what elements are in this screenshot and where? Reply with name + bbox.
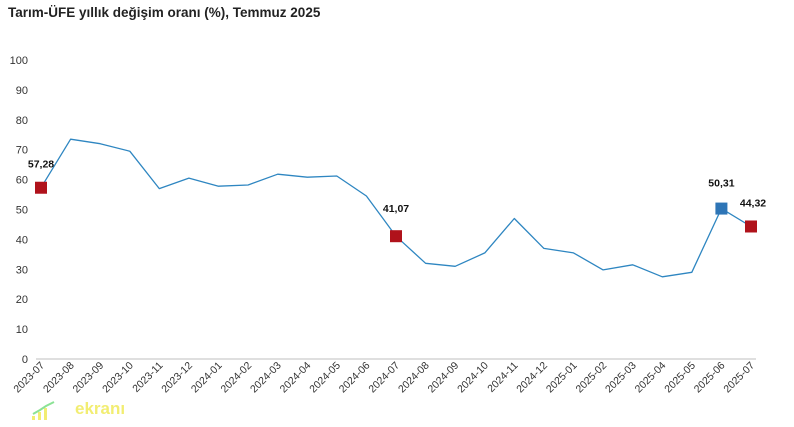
x-tick-label: 2025-02 xyxy=(573,360,609,396)
y-tick-label: 20 xyxy=(16,294,28,306)
y-tick-label: 100 xyxy=(10,55,28,67)
x-tick-label: 2024-03 xyxy=(248,360,284,396)
x-tick-label: 2024-05 xyxy=(307,360,343,396)
x-tick-label: 2024-08 xyxy=(396,360,432,396)
x-tick-label: 2024-02 xyxy=(218,360,254,396)
y-tick-label: 80 xyxy=(16,115,28,127)
y-tick-label: 30 xyxy=(16,264,28,276)
x-tick-label: 2023-12 xyxy=(159,360,195,396)
data-point-marker xyxy=(715,202,728,215)
x-tick-label: 2023-09 xyxy=(71,360,107,396)
data-label: 57,28 xyxy=(28,159,54,171)
x-tick-label: 2025-06 xyxy=(692,360,728,396)
x-axis-ticks: 2023-072023-082023-092023-102023-112023-… xyxy=(11,360,757,396)
x-tick-label: 2023-11 xyxy=(130,360,165,395)
x-tick-label: 2024-07 xyxy=(366,360,402,396)
data-point-marker xyxy=(35,181,47,194)
y-tick-label: 0 xyxy=(22,354,28,366)
data-point-marker xyxy=(390,230,402,243)
y-axis-ticks: 0 10 20 30 40 50 60 70 80 90 100 xyxy=(10,55,28,366)
annotation-markers: 57,28 41,07 50,31 44,32 xyxy=(28,159,766,243)
x-tick-label: 2023-07 xyxy=(11,360,47,396)
x-tick-label: 2025-03 xyxy=(603,360,639,396)
chart-logo-icon xyxy=(32,401,55,420)
x-tick-label: 2024-09 xyxy=(426,360,462,396)
y-tick-label: 10 xyxy=(16,324,28,336)
x-tick-label: 2025-01 xyxy=(544,360,580,396)
x-tick-label: 2025-07 xyxy=(721,360,757,396)
watermark-text: ekranı xyxy=(75,399,126,418)
data-label: 44,32 xyxy=(740,197,766,209)
data-point-marker xyxy=(745,220,757,233)
x-tick-label: 2024-11 xyxy=(485,360,520,395)
y-tick-label: 70 xyxy=(16,145,28,157)
y-tick-label: 50 xyxy=(16,205,28,217)
chart-title: Tarım-ÜFE yıllık değişim oranı (%), Temm… xyxy=(8,5,321,20)
y-tick-label: 90 xyxy=(16,85,28,97)
x-tick-label: 2025-04 xyxy=(633,360,669,396)
x-tick-label: 2024-01 xyxy=(189,360,225,396)
y-tick-label: 40 xyxy=(16,234,28,246)
data-label: 41,07 xyxy=(383,203,409,215)
watermark-logo: ekranı xyxy=(30,398,125,422)
x-tick-label: 2023-10 xyxy=(100,360,136,396)
y-tick-label: 60 xyxy=(16,175,28,187)
x-tick-label: 2023-08 xyxy=(41,360,77,396)
x-tick-label: 2025-05 xyxy=(662,360,698,396)
data-label: 50,31 xyxy=(708,178,734,190)
x-tick-label: 2024-10 xyxy=(455,360,491,396)
x-tick-label: 2024-12 xyxy=(514,360,550,396)
x-tick-label: 2024-04 xyxy=(278,360,314,396)
x-tick-label: 2024-06 xyxy=(337,360,373,396)
